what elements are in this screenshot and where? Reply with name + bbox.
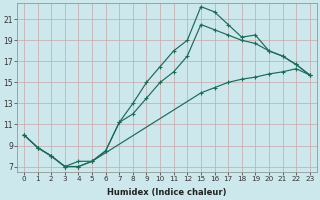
X-axis label: Humidex (Indice chaleur): Humidex (Indice chaleur) <box>107 188 227 197</box>
